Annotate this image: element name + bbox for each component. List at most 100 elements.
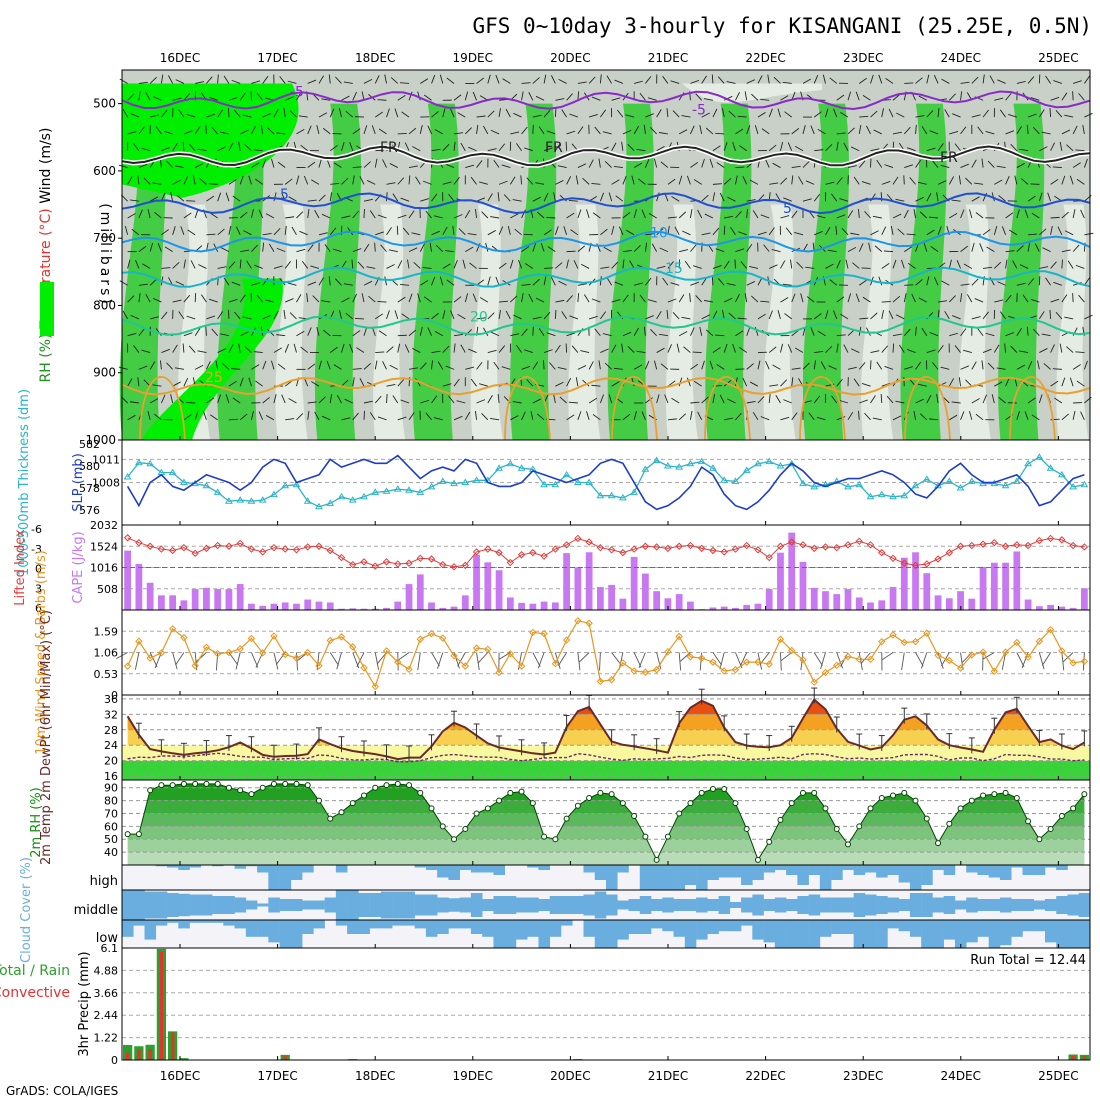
cloud-cover-bar bbox=[718, 896, 731, 914]
wind-barb bbox=[553, 394, 556, 404]
wind-barb bbox=[588, 397, 597, 404]
wind-barb bbox=[147, 410, 151, 420]
wind-barb bbox=[277, 363, 286, 370]
wind-barb bbox=[431, 395, 438, 404]
wind-barb bbox=[930, 245, 939, 253]
temp-band-green bbox=[122, 760, 1090, 780]
wind-barb bbox=[288, 196, 297, 202]
lifted-index-point bbox=[911, 561, 920, 570]
wind-barb bbox=[298, 115, 308, 118]
rh-point bbox=[743, 825, 750, 832]
wind-barb bbox=[1083, 360, 1088, 370]
wind-barb bbox=[926, 229, 935, 236]
wind-barb bbox=[847, 247, 857, 253]
wind-barb bbox=[618, 226, 624, 235]
isotherm-line bbox=[121, 376, 1091, 396]
wind-barb bbox=[318, 75, 324, 84]
wind-barb bbox=[782, 81, 792, 84]
wind-barb bbox=[321, 213, 331, 219]
cape-bar bbox=[596, 586, 604, 610]
wind-barb bbox=[507, 225, 511, 235]
wind-barb bbox=[701, 396, 709, 404]
wind-tick-label: 0 bbox=[111, 689, 118, 702]
wind-barb bbox=[716, 363, 725, 370]
wind-barb bbox=[521, 328, 528, 337]
wind-barb bbox=[906, 147, 916, 152]
wind-barb bbox=[874, 245, 883, 252]
cloud-cover-bar bbox=[639, 920, 652, 934]
wind-barb bbox=[1004, 343, 1007, 353]
wind-barb bbox=[660, 161, 669, 168]
wind-barb bbox=[626, 229, 635, 236]
cloud-cover-bar bbox=[538, 899, 551, 911]
lifted-index-point bbox=[900, 559, 908, 567]
wind-barb bbox=[1084, 232, 1094, 236]
cloud-cover-bar bbox=[155, 891, 168, 919]
wind-barb bbox=[715, 248, 725, 253]
wind-barb bbox=[662, 277, 669, 286]
wind-barb bbox=[388, 249, 398, 253]
wind-barb bbox=[780, 95, 789, 101]
wind-barb bbox=[847, 293, 852, 303]
wind-barb bbox=[658, 132, 668, 135]
wind-barb bbox=[300, 144, 308, 152]
rh-point bbox=[1013, 795, 1020, 802]
cloud-cover-bar bbox=[369, 920, 382, 929]
wind-barb bbox=[138, 163, 148, 168]
cape-bar bbox=[945, 598, 953, 610]
wind-barb bbox=[352, 377, 355, 387]
wind-barb bbox=[239, 377, 244, 387]
wind-barb bbox=[453, 652, 460, 669]
wind-barb bbox=[205, 326, 207, 336]
wind-barb bbox=[757, 313, 766, 320]
wind-barb bbox=[994, 179, 1003, 185]
wind-barb bbox=[915, 115, 925, 118]
wind-barb bbox=[512, 400, 522, 404]
wind-barb bbox=[386, 393, 388, 404]
wind-barb bbox=[314, 209, 320, 219]
cloud-cover-bar bbox=[200, 920, 213, 923]
wind-barb bbox=[705, 329, 714, 337]
wind-barb bbox=[840, 111, 849, 118]
wind-barb bbox=[228, 142, 234, 151]
wind-barb bbox=[543, 147, 553, 152]
wind-barb bbox=[149, 196, 159, 202]
cape-bar bbox=[293, 603, 300, 610]
cloud-cover-bar bbox=[842, 865, 854, 870]
wind-barb bbox=[431, 350, 441, 353]
thickness-point bbox=[337, 492, 346, 500]
wind-barb bbox=[929, 216, 939, 219]
wind-barb bbox=[127, 332, 137, 337]
wind-barb bbox=[735, 128, 744, 135]
wind-barb bbox=[994, 97, 1004, 101]
wind-barb bbox=[118, 366, 128, 370]
wind-barb bbox=[861, 181, 871, 185]
wind-barb bbox=[960, 163, 970, 168]
cloud-cover-bar bbox=[966, 897, 978, 913]
wind-barb bbox=[577, 411, 582, 420]
wind-speed-point bbox=[1013, 638, 1021, 647]
lifted-index-point bbox=[405, 559, 413, 567]
wind-barb bbox=[142, 263, 151, 269]
cape-bar bbox=[304, 599, 312, 610]
lifted-index-point bbox=[630, 545, 638, 553]
wind-barb bbox=[735, 211, 742, 219]
wind-barb bbox=[784, 111, 792, 118]
wind-barb bbox=[919, 211, 928, 219]
wind-barb bbox=[1039, 348, 1048, 353]
top-date-label: 19DEC bbox=[453, 51, 493, 65]
wind-barb bbox=[481, 211, 489, 219]
wind-barb bbox=[813, 111, 822, 118]
cloud-cover-bar bbox=[808, 894, 821, 916]
thickness-point bbox=[855, 480, 864, 488]
wind-barb bbox=[306, 293, 309, 303]
wind-barb bbox=[921, 327, 928, 336]
wind-barb bbox=[1026, 124, 1029, 134]
cloud-cover-bar bbox=[786, 899, 798, 911]
wind-speed-point bbox=[157, 649, 166, 657]
wind-barb bbox=[861, 382, 871, 387]
rh-point bbox=[406, 782, 413, 789]
cloud-cover-bar bbox=[538, 920, 551, 948]
thickness-point bbox=[348, 496, 357, 503]
